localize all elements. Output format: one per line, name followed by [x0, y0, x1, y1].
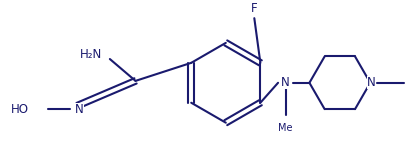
Text: Me: Me	[278, 123, 293, 133]
Text: N: N	[75, 103, 84, 116]
Text: F: F	[251, 2, 257, 15]
Text: HO: HO	[11, 103, 29, 116]
Text: N: N	[367, 76, 375, 89]
Text: H₂N: H₂N	[80, 48, 102, 61]
Text: N: N	[281, 76, 290, 89]
